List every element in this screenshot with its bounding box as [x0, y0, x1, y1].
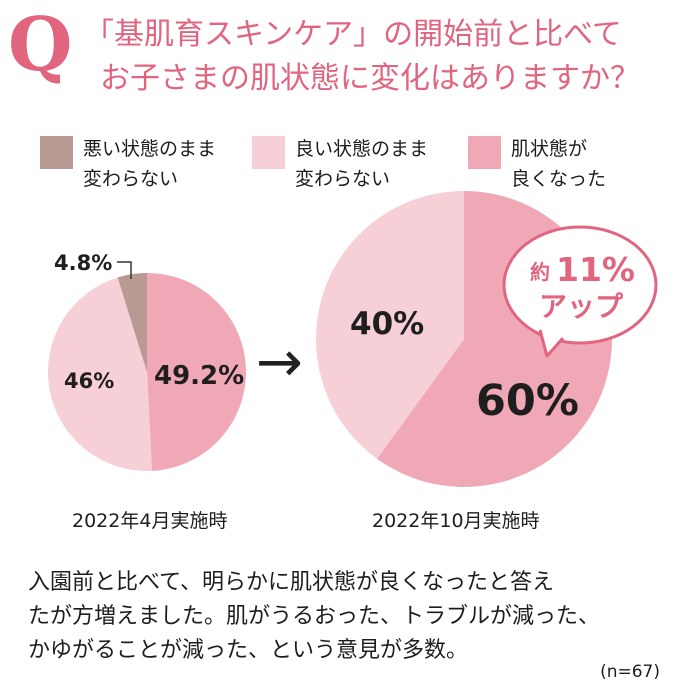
callout-bubble: 約 11% アップ	[502, 225, 658, 358]
legend-item-bad-unchanged: 悪い状態のまま 変わらない	[40, 134, 216, 194]
summary-line: 入園前と比べて、明らかに肌状態が良くなったと答え	[28, 570, 555, 595]
value-label-49-2: 49.2%	[154, 361, 244, 391]
value-label-60: 60%	[476, 376, 579, 426]
pie-chart-april	[47, 273, 247, 472]
april-slice-0	[117, 273, 147, 372]
summary-line: たが方増えました。肌がうるおった、トラブルが減った、	[28, 604, 601, 629]
question-line-2: お子さまの肌状態に変化はありますか？	[100, 61, 640, 96]
summary-text: 入園前と比べて、明らかに肌状態が良くなったと答え たが方増えました。肌がうるおっ…	[28, 566, 668, 668]
question-line-1: 「基肌育スキンケア」の開始前と比べて	[84, 17, 622, 52]
april-slice-1	[47, 277, 152, 472]
april-slice-2	[147, 273, 247, 471]
callout-tail	[538, 329, 565, 358]
callout-line2: アップ	[539, 290, 624, 323]
value-label-40: 40%	[350, 306, 424, 342]
summary-line: かゆがることが減った、という意見が多数。	[28, 638, 469, 663]
sample-size: (n=67)	[600, 662, 660, 682]
legend-label: 良い状態のまま 変わらない	[295, 138, 429, 190]
question-mark-q: Q	[8, 2, 73, 88]
legend-item-improved: 肌状態が 良くなった	[468, 134, 606, 194]
callout-value: 11%	[556, 250, 635, 289]
legend-item-good-unchanged: 良い状態のまま 変わらない	[252, 134, 428, 194]
legend-label: 悪い状態のまま 変わらない	[83, 138, 217, 190]
callout-ellipse	[502, 225, 658, 345]
legend-swatch	[252, 136, 285, 169]
legend-label: 肌状態が 良くなった	[511, 138, 607, 190]
legend-swatch	[468, 136, 501, 169]
pie-caption-october: 2022年10月実施時	[372, 510, 540, 532]
callout-prefix: 約	[530, 260, 550, 284]
october-slice-0	[316, 191, 464, 459]
arrow-icon: →	[256, 330, 303, 395]
value-label-46: 46%	[64, 369, 114, 393]
leader-line	[117, 261, 132, 279]
value-label-4-8: 4.8%	[54, 251, 112, 275]
legend-swatch	[40, 136, 73, 169]
pie-caption-april: 2022年4月実施時	[72, 510, 228, 532]
